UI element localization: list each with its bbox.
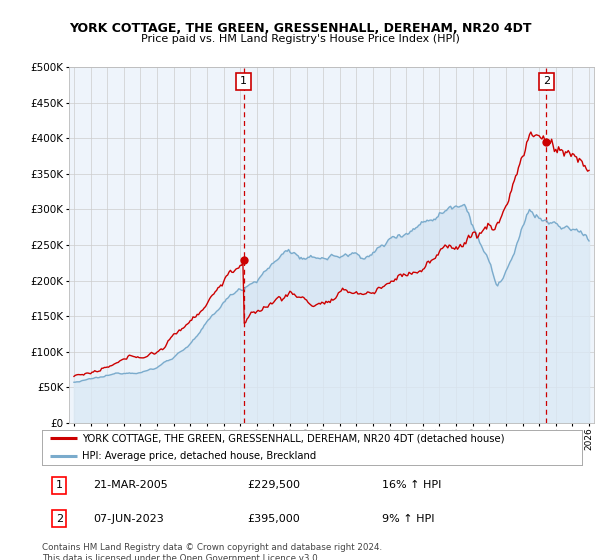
Text: 1: 1 bbox=[240, 76, 247, 86]
Text: Contains HM Land Registry data © Crown copyright and database right 2024.
This d: Contains HM Land Registry data © Crown c… bbox=[42, 543, 382, 560]
Text: 9% ↑ HPI: 9% ↑ HPI bbox=[382, 514, 434, 524]
Text: 1: 1 bbox=[56, 480, 63, 490]
Text: 21-MAR-2005: 21-MAR-2005 bbox=[94, 480, 168, 490]
Text: HPI: Average price, detached house, Breckland: HPI: Average price, detached house, Brec… bbox=[83, 451, 317, 461]
Text: YORK COTTAGE, THE GREEN, GRESSENHALL, DEREHAM, NR20 4DT (detached house): YORK COTTAGE, THE GREEN, GRESSENHALL, DE… bbox=[83, 433, 505, 444]
Text: 2: 2 bbox=[56, 514, 63, 524]
Text: £229,500: £229,500 bbox=[247, 480, 300, 490]
Text: 07-JUN-2023: 07-JUN-2023 bbox=[94, 514, 164, 524]
Text: Price paid vs. HM Land Registry's House Price Index (HPI): Price paid vs. HM Land Registry's House … bbox=[140, 34, 460, 44]
Text: 16% ↑ HPI: 16% ↑ HPI bbox=[382, 480, 442, 490]
Text: 2: 2 bbox=[543, 76, 550, 86]
Text: £395,000: £395,000 bbox=[247, 514, 300, 524]
Text: YORK COTTAGE, THE GREEN, GRESSENHALL, DEREHAM, NR20 4DT: YORK COTTAGE, THE GREEN, GRESSENHALL, DE… bbox=[69, 22, 531, 35]
